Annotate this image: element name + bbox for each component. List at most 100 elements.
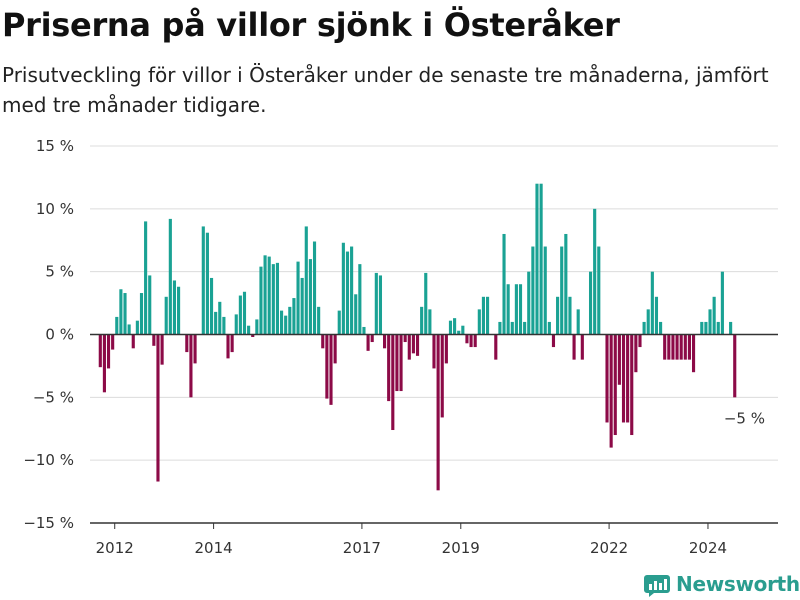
bar xyxy=(576,309,580,335)
bar xyxy=(399,334,403,392)
bar xyxy=(654,296,659,335)
bar xyxy=(222,316,226,335)
bar xyxy=(564,233,568,335)
axes xyxy=(90,333,778,529)
bar xyxy=(704,321,708,335)
bar xyxy=(280,310,284,335)
bar xyxy=(337,310,341,335)
x-tick-label: 2019 xyxy=(442,539,480,557)
bar xyxy=(292,298,296,335)
bar xyxy=(387,334,391,402)
y-tick-label: 15 % xyxy=(36,137,74,155)
bar xyxy=(284,315,288,335)
bar xyxy=(238,295,242,335)
bar xyxy=(189,334,193,398)
bar xyxy=(485,296,490,335)
bar xyxy=(572,334,576,360)
bar xyxy=(205,232,209,335)
bar xyxy=(494,334,498,360)
bar xyxy=(671,334,675,360)
x-tick-label: 2017 xyxy=(343,539,381,557)
bar xyxy=(469,334,473,348)
y-tick-label: 5 % xyxy=(45,263,74,281)
bar xyxy=(329,334,333,405)
bar xyxy=(712,296,716,335)
bar xyxy=(172,280,177,335)
bar xyxy=(98,334,102,368)
bar xyxy=(119,289,123,335)
bar xyxy=(634,334,638,373)
bar xyxy=(177,286,181,335)
x-tick-label: 2024 xyxy=(689,539,727,557)
bar xyxy=(354,294,358,335)
bar xyxy=(218,301,222,335)
bar xyxy=(473,334,477,348)
bar xyxy=(729,321,733,335)
bar xyxy=(453,318,457,335)
bar xyxy=(720,271,724,335)
bar xyxy=(395,334,399,392)
page-title: Priserna på villor sjönk i Österåker xyxy=(2,6,620,44)
bar xyxy=(312,241,317,335)
bar xyxy=(700,321,704,335)
bar xyxy=(642,321,646,335)
bar xyxy=(275,262,280,335)
bar xyxy=(144,221,148,335)
bar xyxy=(325,334,329,399)
bar xyxy=(448,320,453,335)
x-tick-label: 2022 xyxy=(590,539,628,557)
bar xyxy=(271,264,275,335)
bar xyxy=(667,334,671,360)
bar xyxy=(547,321,551,335)
bar xyxy=(102,334,106,393)
bar xyxy=(481,296,485,335)
bar-chart-logo-icon xyxy=(644,575,670,597)
bar xyxy=(465,334,469,344)
bar xyxy=(514,284,518,335)
bar xyxy=(506,284,510,335)
bar xyxy=(428,309,432,335)
bar xyxy=(580,334,584,360)
y-axis-tick-labels: 15 % 10 % 5 % 0 % −5 % −10 % −15 % xyxy=(23,137,74,532)
bar xyxy=(259,266,263,335)
bar xyxy=(333,334,337,364)
bar xyxy=(518,284,523,335)
bar xyxy=(123,293,127,335)
bar xyxy=(457,330,461,335)
bar xyxy=(317,306,321,335)
last-value-annotation: −5 % xyxy=(724,409,765,427)
bar xyxy=(593,208,597,335)
bar xyxy=(432,334,436,369)
bar xyxy=(300,277,304,335)
bar xyxy=(185,334,189,353)
bar xyxy=(251,334,255,338)
bar xyxy=(626,334,630,423)
bar xyxy=(148,275,152,335)
bar xyxy=(436,334,440,491)
bar xyxy=(708,309,712,335)
bar xyxy=(621,334,626,423)
bar xyxy=(168,218,172,335)
bar xyxy=(226,334,230,359)
bar xyxy=(531,246,535,335)
bar xyxy=(127,324,131,335)
bar xyxy=(568,296,572,335)
bar xyxy=(156,334,160,482)
bar xyxy=(679,334,683,360)
y-tick-label: 10 % xyxy=(36,200,74,218)
bar xyxy=(106,334,111,369)
bar xyxy=(407,334,411,360)
bar xyxy=(152,334,156,346)
bar xyxy=(255,319,259,335)
bar xyxy=(391,334,395,431)
bar xyxy=(350,246,354,335)
page-subtitle: Prisutveckling för villor i Österåker un… xyxy=(2,63,769,117)
bar xyxy=(139,293,144,335)
bar xyxy=(321,334,325,349)
bar xyxy=(440,334,444,418)
newsworthy-logo: Newsworthy xyxy=(644,568,800,600)
bar xyxy=(675,334,679,360)
y-tick-label: −10 % xyxy=(23,451,74,469)
annotations: −5 % xyxy=(724,409,765,427)
bar xyxy=(366,334,370,351)
